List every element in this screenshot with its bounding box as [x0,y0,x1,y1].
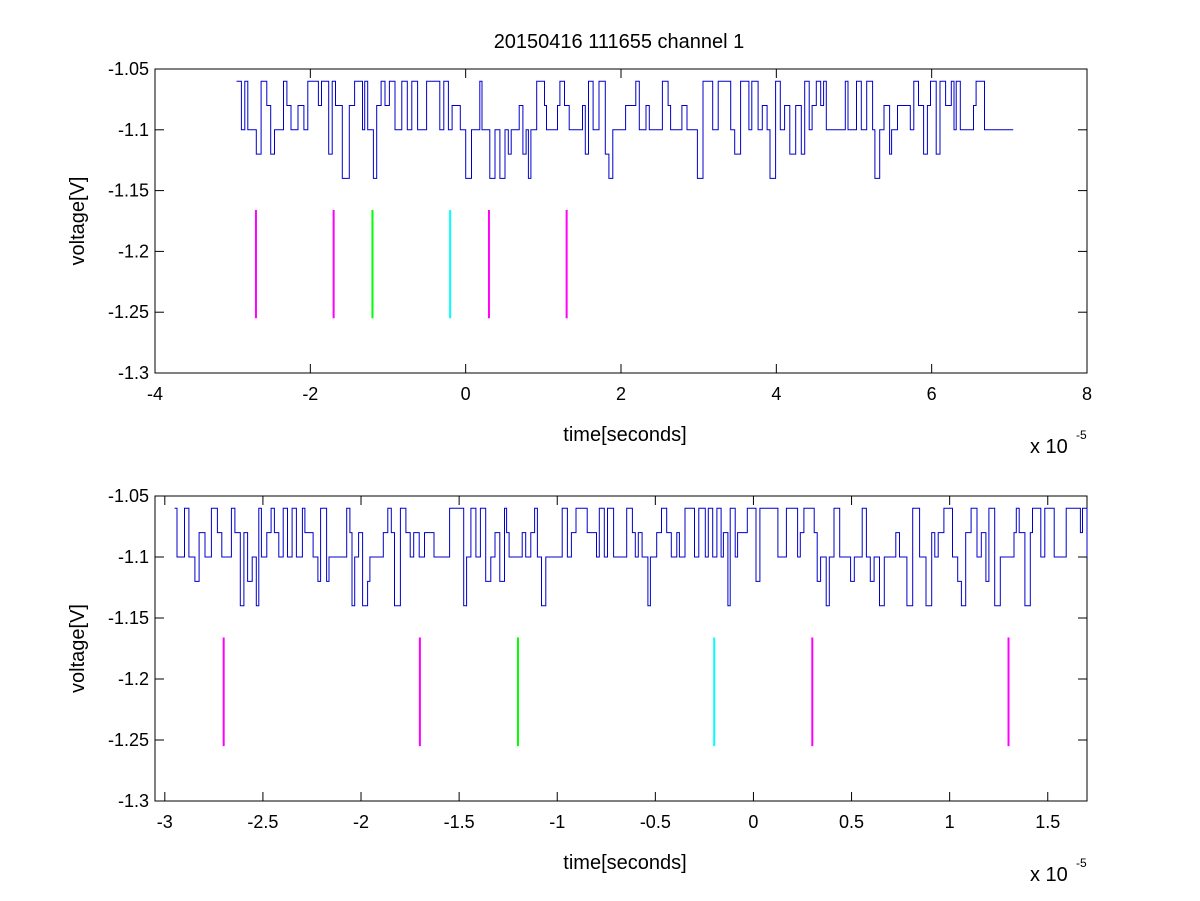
y-tick-label: -1.1 [118,547,149,567]
x-tick-label: -3 [157,812,173,832]
x-tick-label: 6 [927,384,937,404]
y-tick-label: -1.25 [108,730,149,750]
x-tick-label: 2 [616,384,626,404]
voltage-series-line [174,507,1088,607]
axes-box [154,495,1088,802]
y-tick-label: -1.2 [118,669,149,689]
x-tick-label: 1.5 [1035,812,1060,832]
y-tick-label: -1.15 [108,608,149,628]
y-tick-label: -1.3 [118,363,149,383]
x-tick-label: 1 [945,812,955,832]
top-plot: -4 -2 0 2 4 6 8 -1.05 -1.1 -1.15 -1.2 -1.25 -1.3 time… [67,59,1092,458]
axes-box [154,68,1088,374]
x-tick-label: 0.5 [839,812,864,832]
x-tick-label: -2 [302,384,318,404]
y-axis-label: voltage[V] [67,177,89,266]
voltage-series-line [236,80,1014,179]
x-tick-label: -2 [353,812,369,832]
y-tick-label: -1.2 [118,241,149,261]
x-axis-label: time[seconds] [563,852,686,874]
x-tick-label: -4 [147,384,163,404]
x-tick-label: -2.5 [247,812,278,832]
y-tick-label: -1.25 [108,302,149,322]
x-tick-label: 8 [1082,384,1092,404]
x-multiplier-exponent: -5 [1076,856,1087,870]
y-tick-label: -1.05 [108,486,149,506]
bottom-plot: -3 -2.5 -2 -1.5 -1 -0.5 0 0.5 1 1.5 -1.05 -1.1 -1.15… [67,486,1088,886]
y-tick-label: -1.3 [118,791,149,811]
y-tick-label: -1.1 [118,120,149,140]
x-tick-label: 4 [771,384,781,404]
x-tick-label: -1 [549,812,565,832]
x-tick-label: -0.5 [640,812,671,832]
x-axis-label: time[seconds] [563,424,686,446]
y-axis-label: voltage[V] [67,604,89,693]
x-multiplier: x 10 [1030,864,1068,886]
x-tick-label: -1.5 [444,812,475,832]
x-multiplier-exponent: -5 [1076,428,1087,442]
x-multiplier: x 10 [1030,436,1068,458]
y-tick-label: -1.15 [108,181,149,201]
x-tick-label: 0 [748,812,758,832]
x-tick-label: 0 [461,384,471,404]
y-tick-label: -1.05 [108,59,149,79]
figure-title: 20150416 111655 channel 1 [494,31,745,53]
